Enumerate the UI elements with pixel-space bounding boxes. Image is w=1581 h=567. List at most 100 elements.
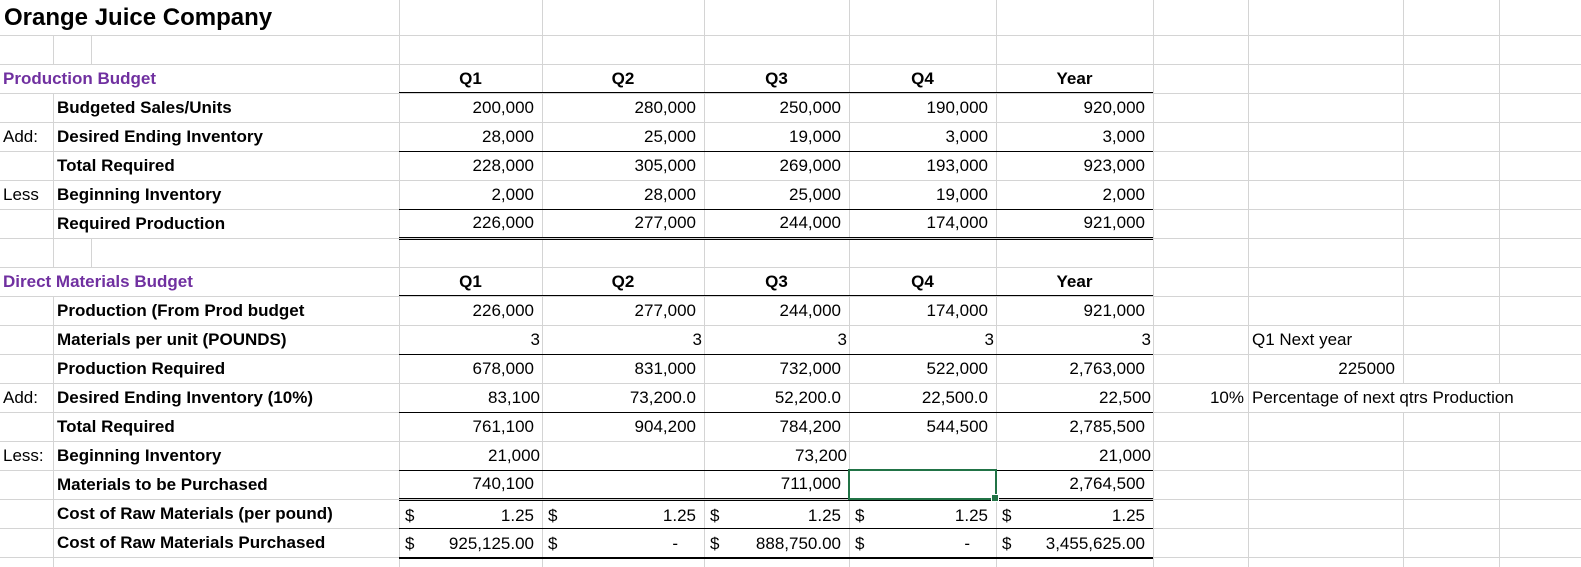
cell-q1[interactable]: $925,125.00 — [399, 529, 542, 559]
cell-q4[interactable]: 174,000 — [926, 301, 988, 320]
pb-col-q1[interactable]: Q1 — [399, 64, 542, 93]
pb-col-q4[interactable]: Q4 — [849, 64, 996, 93]
cell-q4[interactable]: $ - — [849, 529, 996, 559]
cell-year[interactable]: 923,000 — [1083, 156, 1145, 175]
cell-year[interactable]: 2,785,500 — [1069, 417, 1145, 436]
percentage-label[interactable]: Percentage of next qtrs Production — [1252, 388, 1514, 407]
row-label[interactable]: Total Required — [57, 156, 175, 175]
row-label[interactable]: Materials per unit (POUNDS) — [57, 330, 287, 349]
cell-q3[interactable]: $888,750.00 — [704, 529, 849, 559]
row-prefix[interactable]: Less: — [3, 446, 44, 465]
row-label[interactable]: Cost of Raw Materials Purchased — [57, 533, 326, 552]
cell-q1[interactable]: 2,000 — [399, 180, 542, 210]
cell-year[interactable]: 921,000 — [996, 209, 1153, 240]
selected-cell[interactable] — [848, 469, 999, 502]
cell-q1[interactable]: 83,100 — [399, 383, 542, 413]
cell-q3[interactable]: 732,000 — [779, 359, 841, 378]
cell-q2[interactable]: $ - — [542, 529, 704, 559]
cell-q1[interactable]: 740,100 — [399, 470, 542, 501]
q1-next-year-value[interactable]: 225000 — [1338, 359, 1395, 378]
row-label[interactable]: Cost of Raw Materials (per pound) — [57, 504, 333, 523]
cell-q3[interactable]: 244,000 — [779, 301, 841, 320]
cell-q1[interactable]: 3 — [399, 325, 542, 355]
row-label[interactable]: Production (From Prod budget — [57, 301, 305, 320]
cell-q2[interactable]: 3 — [542, 325, 704, 355]
cell-q1[interactable]: 226,000 — [472, 301, 534, 320]
cell-q2[interactable]: 73,200.0 — [542, 383, 704, 413]
cell-q4[interactable]: 3,000 — [849, 122, 996, 152]
row-label[interactable]: Total Required — [57, 417, 175, 436]
cell-q1[interactable]: $1.25 — [399, 501, 542, 529]
cell-q1[interactable]: 678,000 — [472, 359, 534, 378]
cell-q1[interactable]: 200,000 — [472, 98, 534, 117]
row-prefix[interactable]: Add: — [3, 388, 38, 407]
cell-q1[interactable]: 21,000 — [399, 441, 542, 471]
cell-q3[interactable]: 711,000 — [704, 470, 849, 501]
cell-year[interactable]: 3,000 — [996, 122, 1153, 152]
row-label[interactable]: Desired Ending Inventory (10%) — [57, 388, 313, 407]
cell-q2[interactable] — [542, 441, 704, 471]
row-label[interactable]: Materials to be Purchased — [57, 475, 268, 494]
pb-col-q3[interactable]: Q3 — [704, 64, 849, 93]
cell-q3[interactable]: 25,000 — [704, 180, 849, 210]
cell-q2[interactable]: 277,000 — [542, 209, 704, 240]
cell-year[interactable]: 921,000 — [1083, 301, 1145, 320]
cell-year[interactable]: 21,000 — [996, 441, 1153, 471]
cell-q4[interactable]: 544,500 — [926, 417, 988, 436]
cell-q4[interactable]: 3 — [849, 325, 996, 355]
dm-col-q2[interactable]: Q2 — [542, 267, 704, 296]
cell-q1[interactable]: 761,100 — [472, 417, 534, 436]
cell-q1[interactable]: 226,000 — [399, 209, 542, 240]
cell-year[interactable]: 920,000 — [1083, 98, 1145, 117]
dm-col-q4[interactable]: Q4 — [849, 267, 996, 296]
cell-year[interactable]: 3 — [996, 325, 1153, 355]
cell-year[interactable]: $1.25 — [996, 501, 1153, 529]
cell-q3[interactable]: 52,200.0 — [704, 383, 849, 413]
cell-q4[interactable]: 522,000 — [926, 359, 988, 378]
cell-q4[interactable]: 193,000 — [926, 156, 988, 175]
dm-col-year[interactable]: Year — [996, 267, 1153, 296]
cell-q2[interactable]: 25,000 — [542, 122, 704, 152]
cell-q4[interactable] — [849, 441, 996, 471]
cell-q4[interactable]: 174,000 — [849, 209, 996, 240]
cell-q1[interactable]: 28,000 — [399, 122, 542, 152]
cell-q1[interactable]: 228,000 — [472, 156, 534, 175]
cell-q2[interactable] — [542, 470, 704, 501]
cell-q3[interactable]: 244,000 — [704, 209, 849, 240]
row-label[interactable]: Beginning Inventory — [57, 185, 222, 204]
cell-q3[interactable]: 3 — [704, 325, 849, 355]
cell-q2[interactable]: 28,000 — [542, 180, 704, 210]
row-label[interactable]: Budgeted Sales/Units — [57, 98, 232, 117]
cell-q4[interactable]: 19,000 — [849, 180, 996, 210]
cell-q4[interactable]: 190,000 — [926, 98, 988, 117]
q1-next-year-label[interactable]: Q1 Next year — [1252, 330, 1353, 349]
cell-q3[interactable]: 19,000 — [704, 122, 849, 152]
cell-q3[interactable]: 784,200 — [779, 417, 841, 436]
cell-q2[interactable]: 305,000 — [634, 156, 696, 175]
percentage-value[interactable]: 10% — [1209, 388, 1244, 407]
pb-col-year[interactable]: Year — [996, 64, 1153, 93]
row-label[interactable]: Required Production — [57, 214, 226, 233]
row-prefix[interactable]: Less — [3, 185, 39, 204]
cell-q2[interactable]: $1.25 — [542, 501, 704, 529]
cell-q3[interactable]: 269,000 — [779, 156, 841, 175]
cell-year[interactable]: 2,764,500 — [996, 470, 1153, 501]
cell-q4[interactable]: 22,500.0 — [849, 383, 996, 413]
row-label[interactable]: Production Required — [57, 359, 226, 378]
row-label[interactable]: Beginning Inventory — [57, 446, 222, 465]
cell-q2[interactable]: 280,000 — [634, 98, 696, 117]
cell-q3[interactable]: 250,000 — [779, 98, 841, 117]
cell-q2[interactable]: 904,200 — [634, 417, 696, 436]
dm-col-q3[interactable]: Q3 — [704, 267, 849, 296]
row-label[interactable]: Desired Ending Inventory — [57, 127, 263, 146]
fill-handle[interactable] — [991, 494, 999, 502]
dm-col-q1[interactable]: Q1 — [399, 267, 542, 296]
cell-year[interactable]: 2,000 — [996, 180, 1153, 210]
cell-q3[interactable]: 73,200 — [704, 441, 849, 471]
cell-q2[interactable]: 277,000 — [634, 301, 696, 320]
cell-q3[interactable]: $1.25 — [704, 501, 849, 529]
cell-year[interactable]: 22,500 — [996, 383, 1153, 413]
cell-q2[interactable]: 831,000 — [634, 359, 696, 378]
cell-year[interactable]: $3,455,625.00 — [996, 529, 1153, 559]
cell-year[interactable]: 2,763,000 — [1069, 359, 1145, 378]
